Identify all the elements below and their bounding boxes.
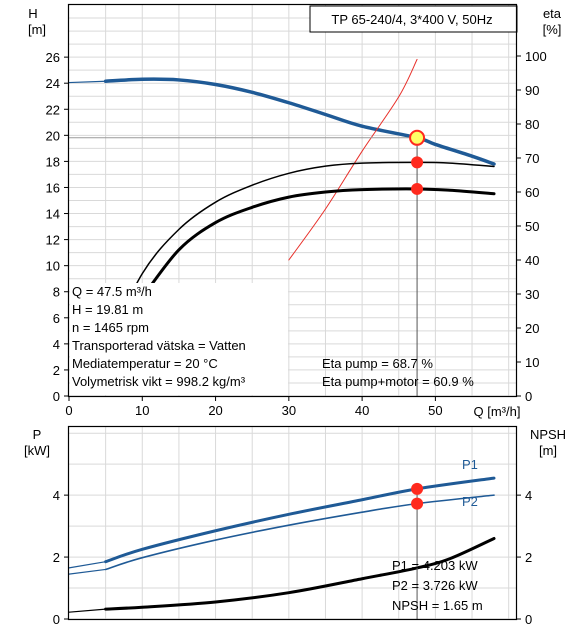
eta-axis-label: eta [543, 6, 562, 21]
eta-tick-label: 90 [525, 83, 539, 98]
power-axis-unit: [kW] [24, 443, 50, 458]
power-tick-label: 2 [53, 550, 60, 565]
head-tick-label: 20 [46, 128, 60, 143]
eta_pump-curve [104, 161, 495, 350]
eta-tick-label: 70 [525, 151, 539, 166]
npsh-tick-label: 0 [525, 612, 532, 627]
p2-series-label: P2 [462, 494, 478, 509]
npsh-axis-unit: [m] [539, 443, 557, 458]
head-tick-label: 10 [46, 259, 60, 274]
npsh-tick-label: 2 [525, 550, 532, 565]
info-temperature: Mediatemperatur = 20 °C [72, 356, 218, 371]
info-p2: P2 = 3.726 kW [392, 578, 478, 593]
power-operating-point [411, 497, 424, 510]
eta-axis-unit: [%] [543, 22, 562, 37]
flow-tick-label: 40 [355, 403, 369, 418]
head-tick-label: 26 [46, 50, 60, 65]
flow-tick-label: 50 [428, 403, 442, 418]
npsh-axis-label: NPSH [530, 427, 566, 442]
power-tick-label: 0 [53, 612, 60, 627]
flow-tick-label: 10 [135, 403, 149, 418]
p1-series-label: P1 [462, 457, 478, 472]
power-info-panel: P1 = 4.203 kW P2 = 3.726 kW NPSH = 1.65 … [392, 558, 483, 613]
info-npsh: NPSH = 1.65 m [392, 598, 483, 613]
efficiency-curve [288, 58, 418, 261]
power-tick-label: 4 [53, 488, 60, 503]
p1_thin-curve [68, 561, 107, 569]
head-curves [68, 58, 496, 396]
npsh_thin-curve [68, 608, 107, 613]
info-backdrop [70, 283, 288, 395]
npsh-tick-label: 4 [525, 488, 532, 503]
head-tick-label: 12 [46, 233, 60, 248]
info-flow: Q = 47.5 m³/h [72, 284, 152, 299]
head-tick-label: 4 [53, 337, 60, 352]
flow-tick-label: 20 [208, 403, 222, 418]
eta-tick-label: 40 [525, 253, 539, 268]
npsh-curve [104, 536, 496, 611]
head-tick-label: 0 [53, 389, 60, 404]
eta-tick-label: 0 [525, 389, 532, 404]
chart-title: TP 65-240/4, 3*400 V, 50Hz [331, 12, 492, 27]
eta-tick-label: 60 [525, 185, 539, 200]
power-axis-label: P [33, 427, 42, 442]
eta-tick-label: 20 [525, 321, 539, 336]
eta-tick-label: 100 [525, 49, 547, 64]
head-axis-unit: [m] [28, 22, 46, 37]
efficiency-operating-point [411, 156, 424, 169]
head-tick-label: 16 [46, 180, 60, 195]
info-head: H = 19.81 m [72, 302, 143, 317]
power-plot-frame [67, 425, 518, 621]
head-tick-label: 22 [46, 102, 60, 117]
p2_thin-curve [68, 568, 107, 575]
head-tick-label: 8 [53, 285, 60, 300]
axis-ticks: 0246810121416182022242601020304050607080… [46, 49, 547, 627]
title-box [309, 5, 518, 33]
head-tick-label: 18 [46, 154, 60, 169]
head-tick-label: 14 [46, 207, 60, 222]
power-operating-point [411, 482, 424, 495]
flow-tick-label: 30 [282, 403, 296, 418]
efficiency-operating-point [411, 182, 424, 195]
eta_pump_motor-curve [140, 187, 496, 299]
eta-tick-label: 50 [525, 219, 539, 234]
info-eta-pump: Eta pump = 68.7 % [322, 356, 433, 371]
flow-axis-label: Q [m³/h] [474, 404, 521, 419]
head-tick-label: 24 [46, 76, 60, 91]
eta-tick-label: 80 [525, 117, 539, 132]
eta-tick-label: 10 [525, 355, 539, 370]
info-eta-pump-motor: Eta pump+motor = 60.9 % [322, 374, 474, 389]
head-axis-label: H [28, 6, 37, 21]
duty-point-marker [409, 129, 426, 146]
info-speed: n = 1465 rpm [72, 320, 149, 335]
head-plot-frame [67, 3, 518, 398]
head-tick-label: 2 [53, 363, 60, 378]
head-curve [103, 77, 496, 166]
flow-tick-label: 0 [65, 403, 72, 418]
info-density: Volymetrisk vikt = 998.2 kg/m³ [72, 374, 246, 389]
info-liquid: Transporterad vätska = Vatten [72, 338, 246, 353]
info-p1: P1 = 4.203 kW [392, 558, 478, 573]
operating-markers [409, 129, 426, 510]
head-curve-lead [68, 80, 106, 84]
info-panel: Q = 47.5 m³/h H = 19.81 m n = 1465 rpm T… [72, 284, 474, 389]
head-tick-label: 6 [53, 311, 60, 326]
eta-tick-label: 30 [525, 287, 539, 302]
